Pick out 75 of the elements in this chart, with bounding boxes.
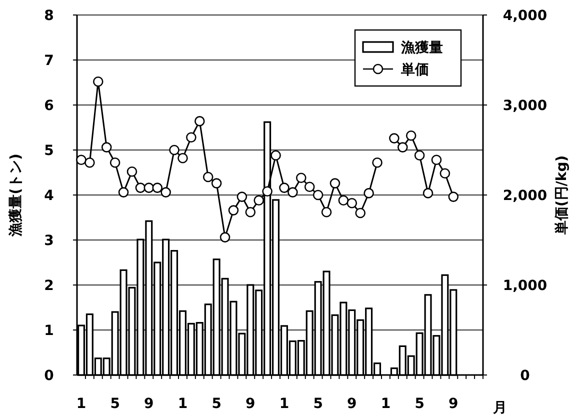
x-tick-label: 1 <box>279 396 290 412</box>
point <box>389 133 400 144</box>
y2-tick-label: 4,000 <box>502 8 548 24</box>
point <box>355 208 366 218</box>
point <box>245 206 256 218</box>
point <box>406 130 416 141</box>
x-tick-label: 9 <box>448 396 458 412</box>
point <box>160 187 171 198</box>
x-tick-label: 1 <box>178 396 188 412</box>
y2-tick-label: 2,000 <box>502 188 548 204</box>
point <box>152 182 163 193</box>
point <box>220 232 230 242</box>
point <box>422 188 434 198</box>
point <box>372 157 382 168</box>
point <box>194 116 205 126</box>
y-tick-label: 5 <box>44 143 54 159</box>
point <box>135 182 146 193</box>
point <box>211 178 222 188</box>
point <box>364 188 374 198</box>
point <box>330 178 340 188</box>
y-tick-label: 6 <box>44 98 54 114</box>
point <box>228 205 239 216</box>
point <box>440 168 450 179</box>
point <box>144 182 154 193</box>
point <box>397 142 408 152</box>
y2-tick-label: 0 <box>520 368 530 384</box>
point <box>202 172 214 182</box>
point <box>431 154 442 166</box>
y-tick-label: 1 <box>44 323 54 339</box>
y-axis-title: 漁獲量(トン) <box>8 154 24 238</box>
point <box>288 187 298 198</box>
point <box>236 192 248 202</box>
y-tick-label: 0 <box>44 368 54 384</box>
point <box>178 152 188 164</box>
point <box>312 190 324 200</box>
point <box>321 206 332 218</box>
point <box>110 157 120 168</box>
point <box>296 172 306 184</box>
x-axis-title: 月 <box>492 400 507 416</box>
point <box>118 187 129 198</box>
y-tick-label: 4 <box>44 188 54 204</box>
x-tick-label: 9 <box>144 396 154 412</box>
point <box>84 157 95 168</box>
x-tick-label: 5 <box>313 396 323 412</box>
point <box>262 186 272 197</box>
point <box>254 195 264 206</box>
x-tick-label: 5 <box>212 396 222 412</box>
point <box>414 150 425 161</box>
x-tick-label: 9 <box>347 396 357 412</box>
point <box>270 150 281 161</box>
x-tick-label: 1 <box>76 396 86 412</box>
point <box>448 192 459 202</box>
point <box>169 144 180 156</box>
y-tick-label: 7 <box>44 53 54 69</box>
y-tick-label: 3 <box>44 233 54 249</box>
y2-tick-label: 3,000 <box>502 98 548 114</box>
point <box>101 142 112 152</box>
point <box>92 76 104 87</box>
point <box>338 195 349 206</box>
y2-axis-title: 単価(円/kg) <box>554 155 570 236</box>
x-tick-label: 1 <box>380 396 391 412</box>
point <box>346 198 358 208</box>
point <box>186 132 196 143</box>
x-tick-label: 5 <box>414 396 424 412</box>
legend-label: 漁獲量 <box>400 40 443 56</box>
y-tick-label: 8 <box>44 8 54 24</box>
y-tick-label: 2 <box>44 278 54 294</box>
point <box>76 154 86 166</box>
legend-label: 単価 <box>400 62 429 78</box>
x-tick-label: 9 <box>246 396 256 412</box>
point <box>279 182 290 193</box>
y2-tick-label: 1,000 <box>502 278 548 294</box>
point <box>126 166 138 177</box>
point <box>304 182 315 192</box>
x-tick-label: 5 <box>110 396 120 412</box>
